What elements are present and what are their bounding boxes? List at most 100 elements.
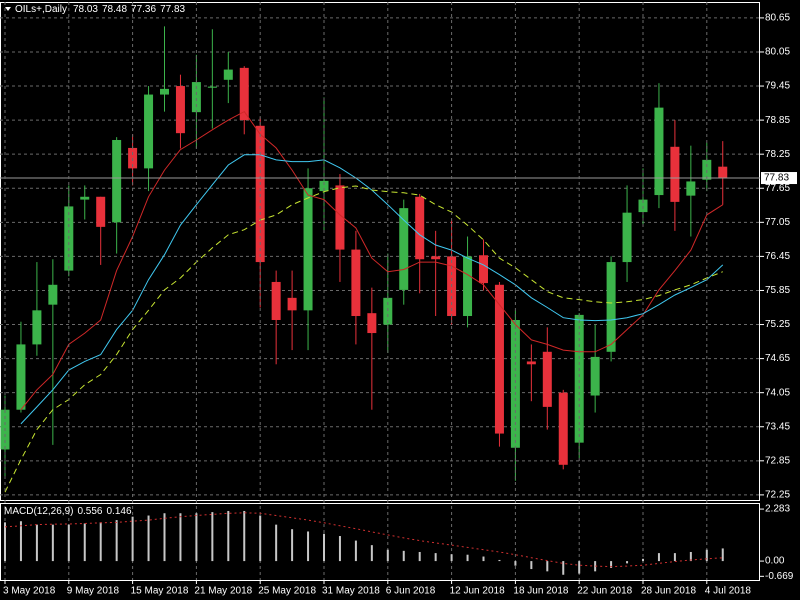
candle-body bbox=[494, 284, 504, 434]
y-tick-label: 77.05 bbox=[765, 217, 790, 228]
candle-body bbox=[287, 297, 297, 311]
candle-body bbox=[160, 88, 169, 95]
histogram-bar bbox=[131, 516, 134, 562]
y-tick-label: 0.00 bbox=[765, 556, 785, 567]
histogram-bar bbox=[578, 561, 581, 574]
x-tick-label: 15 May 2018 bbox=[131, 586, 189, 597]
histogram-bar bbox=[657, 553, 660, 562]
candle-body bbox=[383, 297, 393, 325]
symbol: OILs+,Daily bbox=[15, 4, 67, 15]
candle-body bbox=[510, 319, 520, 448]
candle-body bbox=[175, 86, 185, 134]
candle-body bbox=[207, 86, 217, 88]
histogram-bar bbox=[35, 524, 38, 562]
histogram-bar bbox=[498, 559, 501, 562]
y-tick-label: -0.669 bbox=[765, 571, 794, 582]
candle-body bbox=[702, 159, 712, 180]
histogram-bar bbox=[673, 553, 676, 562]
histogram-bar bbox=[147, 515, 150, 562]
histogram-bar bbox=[482, 556, 485, 562]
panel-frame bbox=[0, 2, 760, 501]
candle-body bbox=[239, 67, 249, 121]
header: OILs+,Daily 78.03 78.48 77.36 77.83 bbox=[15, 4, 186, 15]
histogram-bar bbox=[99, 522, 102, 562]
histogram-bar bbox=[51, 524, 54, 562]
histogram-bar bbox=[610, 561, 613, 568]
histogram-bar bbox=[721, 548, 724, 562]
y-tick-label: 2.283 bbox=[765, 504, 790, 515]
histogram-bar bbox=[689, 551, 692, 562]
candle-body bbox=[223, 69, 233, 80]
menu-triangle bbox=[5, 7, 11, 11]
y-tick-label: 73.45 bbox=[765, 421, 790, 432]
histogram-bar bbox=[179, 513, 182, 562]
histogram-bar bbox=[259, 515, 262, 562]
candle-body bbox=[319, 180, 329, 192]
histogram-bar bbox=[227, 510, 230, 562]
x-tick-label: 9 May 2018 bbox=[67, 586, 120, 597]
candle-body bbox=[686, 181, 696, 196]
indicator-line bbox=[4, 512, 723, 568]
histogram-bar bbox=[626, 561, 629, 564]
y-tick-label: 77.65 bbox=[765, 183, 790, 194]
histogram-bar bbox=[195, 513, 198, 562]
panel-frame bbox=[0, 503, 760, 581]
histogram-bar bbox=[83, 523, 86, 562]
candle-body bbox=[638, 199, 648, 213]
candle-body bbox=[670, 146, 680, 202]
candle-body bbox=[48, 284, 58, 305]
x-tick-label: 6 Jun 2018 bbox=[386, 586, 436, 597]
candle-body bbox=[431, 256, 441, 260]
candle-body bbox=[399, 208, 409, 290]
low-value: 77.36 bbox=[131, 4, 156, 15]
signal-value: 0.146 bbox=[107, 506, 132, 517]
close-value: 77.83 bbox=[160, 4, 185, 15]
high-value: 78.48 bbox=[102, 4, 127, 15]
candle-body bbox=[191, 82, 201, 113]
histogram-bar bbox=[466, 554, 469, 562]
candle-body bbox=[574, 314, 584, 443]
x-tick-label: 18 Jun 2018 bbox=[513, 586, 568, 597]
current-price-label: 77.83 bbox=[764, 173, 789, 184]
histogram-bar bbox=[562, 561, 565, 575]
candle-body bbox=[558, 392, 568, 465]
y-tick-label: 76.45 bbox=[765, 251, 790, 262]
histogram-bar bbox=[418, 551, 421, 562]
candle-body bbox=[590, 356, 600, 396]
y-tick-label: 80.05 bbox=[765, 47, 790, 58]
histogram-bar bbox=[705, 549, 708, 562]
indicator-line bbox=[4, 185, 723, 493]
histogram-bar bbox=[211, 512, 214, 562]
y-tick-label: 78.25 bbox=[765, 149, 790, 160]
candle-body bbox=[112, 139, 122, 223]
candle-body bbox=[351, 249, 361, 317]
indicator-line bbox=[20, 110, 724, 411]
macd-header: MACD(12,26,9) 0.556 0.146 bbox=[4, 506, 132, 517]
histogram-bar bbox=[4, 522, 6, 562]
macd-value: 0.556 bbox=[77, 506, 102, 517]
y-tick-label: 75.85 bbox=[765, 285, 790, 296]
histogram-bar bbox=[354, 540, 357, 562]
open-value: 78.03 bbox=[73, 4, 98, 15]
histogram-bar bbox=[19, 521, 22, 562]
candle-body bbox=[526, 361, 536, 365]
x-tick-label: 3 May 2018 bbox=[3, 586, 56, 597]
histogram-bar bbox=[115, 520, 118, 562]
histogram-bar bbox=[243, 510, 246, 562]
macd-title: MACD(12,26,9) bbox=[4, 506, 73, 517]
histogram-bar bbox=[323, 533, 325, 562]
y-tick-label: 79.45 bbox=[765, 81, 790, 92]
histogram-bar bbox=[450, 554, 453, 562]
y-tick-label: 80.65 bbox=[765, 13, 790, 24]
candle-body bbox=[622, 212, 632, 263]
candle-body bbox=[542, 351, 552, 407]
candle-body bbox=[32, 310, 42, 345]
histogram-bar bbox=[291, 529, 294, 562]
y-tick-label: 72.25 bbox=[765, 490, 790, 501]
x-tick-label: 21 May 2018 bbox=[194, 586, 252, 597]
histogram-bar bbox=[402, 550, 405, 562]
candle-body bbox=[16, 344, 26, 410]
histogram-bar bbox=[386, 549, 389, 562]
histogram-bar bbox=[338, 536, 341, 562]
